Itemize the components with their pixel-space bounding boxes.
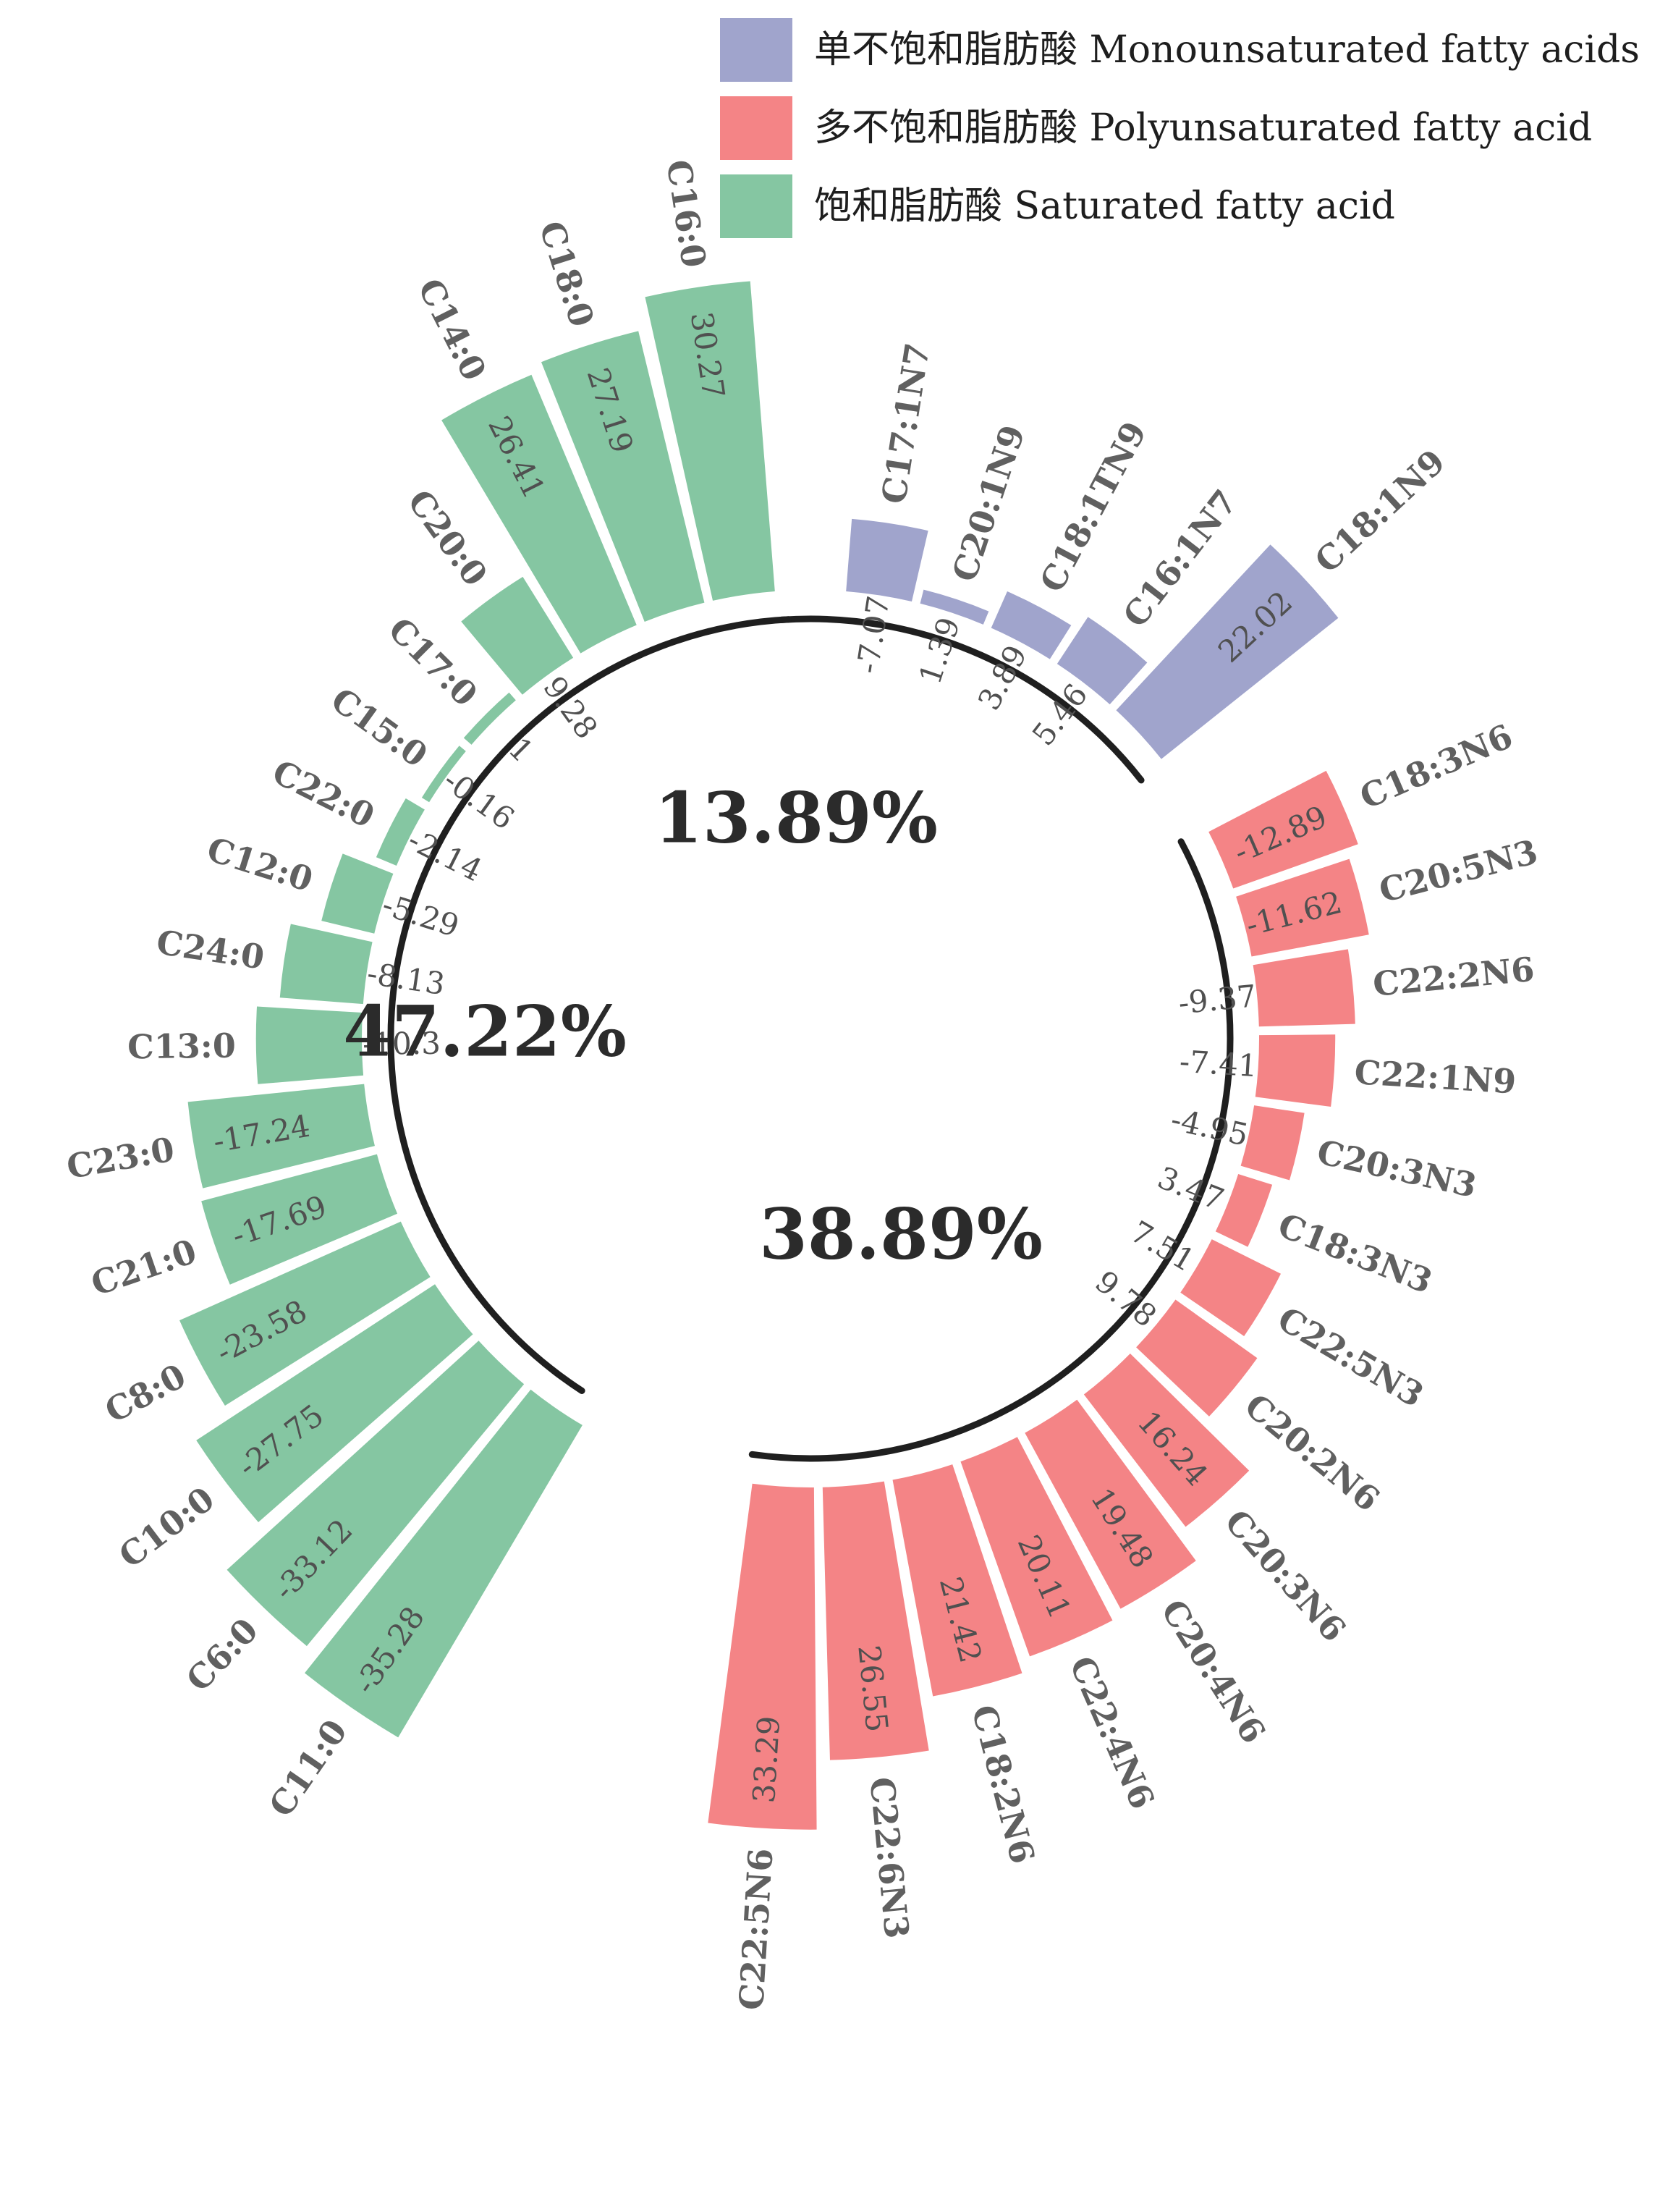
group-arc-mufa [778, 615, 1145, 784]
category-label-c14-0: C14:0 [410, 272, 494, 387]
value-label-c17-0: 1 [501, 730, 541, 769]
legend-label-sfa: 饱和脂肪酸 Saturated fatty acid [814, 185, 1395, 228]
bar-c22-5n6 [708, 1483, 817, 1830]
bar-c17-1n7 [846, 518, 928, 602]
category-label-c20-5n3: C20:5N3 [1375, 832, 1541, 910]
category-label-c16-0: C16:0 [659, 157, 714, 270]
group-percentages: 13.89% 38.89% 47.22% [343, 777, 1043, 1275]
value-label-c22-2n6: -9.37 [1177, 978, 1258, 1021]
legend-label-pufa: 多不饱和脂肪酸 Polyunsaturated fatty acid [814, 106, 1592, 150]
bar-c20-1n9 [920, 589, 989, 625]
value-label-c16-1n7: 5.46 [1025, 677, 1095, 752]
category-label-c22-5n3: C22:5N3 [1271, 1299, 1431, 1415]
category-label-c22-0: C22:0 [266, 752, 381, 835]
bar-c14-0 [441, 374, 637, 654]
bar-c18-3n6 [1208, 770, 1358, 889]
value-label-c17-1n7: -7.07 [850, 594, 897, 676]
bar-c12-0 [321, 853, 394, 934]
bar-c20-5n3 [1236, 858, 1369, 957]
category-label-c21-0: C21:0 [86, 1231, 201, 1304]
bar-c21-0 [201, 1154, 398, 1285]
value-label-c20-2n6: 9.78 [1088, 1264, 1163, 1334]
category-label-c10-0: C10:0 [111, 1479, 221, 1575]
value-label-c12-0: -5.29 [378, 887, 463, 944]
category-label-c20-1n9: C20:1N9 [944, 421, 1033, 586]
bar-c18-1tn9 [991, 591, 1072, 659]
category-label-c18-1n9: C18:1N9 [1308, 442, 1453, 581]
category-label-c11-0: C11:0 [261, 1713, 355, 1824]
group-arc-pufa [748, 838, 1234, 1462]
legend-swatch-pufa [720, 96, 792, 160]
category-label-c6-0: C6:0 [179, 1611, 266, 1699]
category-label-c23-0: C23:0 [64, 1130, 177, 1187]
value-label-c22-6n3: 26.55 [851, 1644, 894, 1734]
legend: 单不饱和脂肪酸 Monounsaturated fatty acids 多不饱和脂… [720, 18, 1640, 238]
bars-layer [179, 281, 1369, 1830]
group-percentage-sfa: 47.22% [343, 991, 627, 1073]
category-label-c20-2n6: C20:2N6 [1237, 1386, 1387, 1519]
legend-label-mufa: 单不饱和脂肪酸 Monounsaturated fatty acids [814, 28, 1640, 72]
value-label-c22-5n6: 33.29 [746, 1715, 787, 1804]
bar-c8-0 [179, 1221, 431, 1406]
bar-c11-0 [305, 1389, 583, 1738]
bar-c20-3n6 [1083, 1353, 1250, 1527]
bar-c20-2n6 [1136, 1299, 1258, 1417]
group-percentage-mufa: 13.89% [654, 777, 938, 859]
bar-c17-0 [463, 692, 516, 745]
category-label-c17-1n7: C17:1N7 [874, 340, 938, 506]
bar-c16-1n7 [1056, 617, 1148, 705]
bar-c20-0 [461, 576, 574, 695]
category-label-c20-0: C20:0 [400, 483, 496, 594]
category-label-c20-3n3: C20:3N3 [1313, 1132, 1480, 1205]
bar-c13-0 [255, 1006, 364, 1084]
category-label-c24-0: C24:0 [154, 922, 267, 976]
group-arc-sfa [387, 616, 792, 1394]
category-label-c13-0: C13:0 [127, 1026, 236, 1067]
bar-c20-4n6 [1025, 1399, 1196, 1609]
bar-c16-0 [645, 281, 775, 601]
bar-c24-0 [279, 924, 373, 1005]
value-label-c20-3n3: -4.95 [1168, 1102, 1252, 1153]
category-label-c20-4n6: C20:4N6 [1153, 1592, 1274, 1750]
category-label-c18-3n6: C18:3N6 [1354, 717, 1518, 817]
category-label-c22-1n9: C22:1N9 [1353, 1052, 1517, 1102]
category-label-c15-0: C15:0 [324, 680, 435, 774]
category-label-c20-3n6: C20:3N6 [1217, 1502, 1354, 1649]
bar-c6-0 [226, 1341, 525, 1647]
category-label-c22-5n6: C22:5N6 [732, 1847, 781, 2012]
category-label-c12-0: C12:0 [203, 830, 318, 900]
bar-c22-1n9 [1255, 1034, 1336, 1107]
value-label-c20-1n9: 1.39 [912, 613, 967, 688]
group-arcs [387, 615, 1234, 1462]
group-percentage-pufa: 38.89% [759, 1194, 1043, 1275]
category-label-c18-0: C18:0 [532, 216, 602, 332]
bar-c22-2n6 [1253, 949, 1355, 1027]
bar-c22-4n6 [960, 1437, 1113, 1657]
category-label-c8-0: C8:0 [98, 1356, 192, 1431]
bar-c22-5n3 [1180, 1239, 1282, 1337]
bar-c18-1n9 [1116, 544, 1339, 759]
bar-c15-0 [421, 746, 466, 803]
bar-c22-6n3 [822, 1481, 929, 1760]
category-label-c22-4n6: C22:4N6 [1062, 1650, 1162, 1815]
bar-c23-0 [187, 1084, 375, 1189]
category-label-c18-1tn9: C18:1TN9 [1032, 415, 1154, 599]
bar-c18-3n3 [1215, 1173, 1273, 1247]
bar-c20-3n3 [1240, 1105, 1305, 1181]
value-label-c13-0: -10.3 [363, 1026, 441, 1062]
bar-c10-0 [196, 1284, 473, 1522]
category-label-c22-2n6: C22:2N6 [1371, 950, 1536, 1004]
bar-c22-0 [376, 798, 425, 866]
legend-swatch-sfa [720, 174, 792, 238]
category-label-c22-6n3: C22:6N3 [862, 1776, 916, 1941]
legend-swatch-mufa [720, 18, 792, 82]
category-label-c18-3n3: C18:3N3 [1273, 1205, 1438, 1301]
value-label-c22-1n9: -7.41 [1179, 1044, 1259, 1084]
category-label-c18-2n6: C18:2N6 [964, 1701, 1042, 1867]
bar-c18-2n6 [892, 1464, 1022, 1697]
bar-c18-0 [541, 331, 705, 622]
